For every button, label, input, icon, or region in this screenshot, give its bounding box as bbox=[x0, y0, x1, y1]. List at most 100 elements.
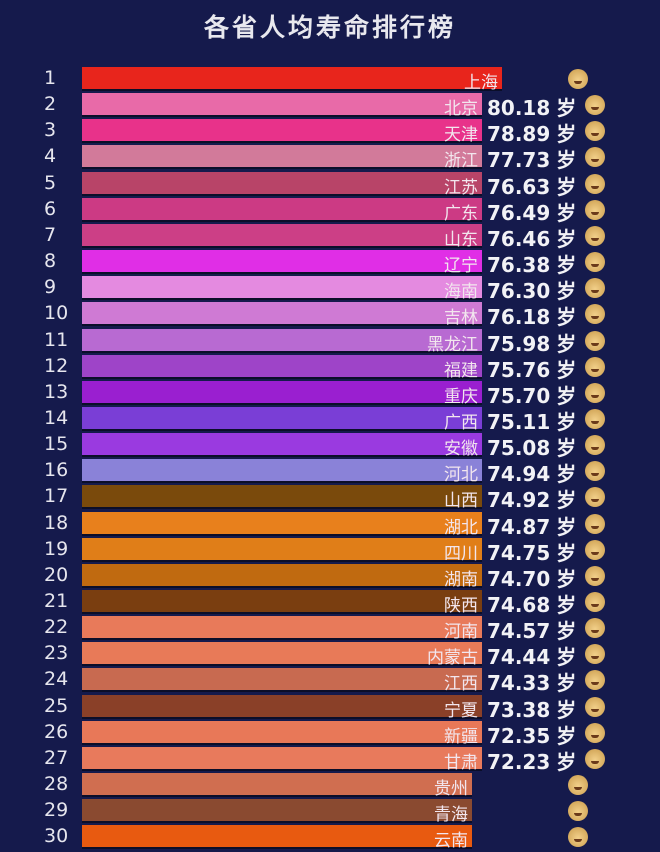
rank-label: 14 bbox=[44, 406, 69, 429]
value-number: 76.49 bbox=[487, 200, 551, 225]
bar: 四川 bbox=[82, 537, 482, 564]
province-label: 上海 bbox=[464, 73, 498, 93]
rank-label: 16 bbox=[44, 459, 69, 482]
old-man-face-icon bbox=[585, 461, 605, 482]
bar-row: 10 吉林 76.18 岁 bbox=[0, 301, 660, 330]
rank-label: 2 bbox=[44, 93, 57, 116]
value-label: 73.38 岁 bbox=[487, 694, 576, 723]
old-man-face-icon bbox=[585, 147, 605, 168]
province-label: 陕西 bbox=[444, 596, 478, 616]
rank-label: 23 bbox=[44, 642, 69, 665]
bar: 广西 bbox=[82, 406, 482, 433]
bar: 黑龙江 bbox=[82, 328, 482, 355]
bar: 云南 bbox=[82, 825, 472, 851]
province-label: 江苏 bbox=[444, 177, 478, 198]
bar: 河南 bbox=[82, 616, 482, 642]
old-man-face-icon bbox=[568, 801, 588, 822]
old-man-face-icon bbox=[585, 565, 605, 586]
bar: 安徽 bbox=[82, 433, 482, 459]
bar-row: 15 安徽 75.08 岁 bbox=[0, 432, 660, 461]
province-label: 河北 bbox=[444, 465, 478, 486]
unit-label: 岁 bbox=[556, 566, 577, 591]
value-label: 76.63 岁 bbox=[487, 171, 576, 200]
unit-label: 岁 bbox=[556, 253, 577, 278]
value-number: 75.70 bbox=[487, 383, 551, 408]
bar: 山西 bbox=[82, 485, 482, 511]
province-label: 四川 bbox=[444, 543, 478, 564]
bar: 北京 bbox=[82, 93, 482, 119]
old-man-face-icon bbox=[568, 827, 588, 848]
bar-row: 16 河北 74.94 岁 bbox=[0, 458, 660, 487]
value-label: 76.46 岁 bbox=[487, 223, 576, 252]
rank-label: 8 bbox=[44, 250, 57, 273]
value-label: 74.68 岁 bbox=[487, 589, 576, 618]
unit-label: 岁 bbox=[556, 645, 577, 670]
bar: 陕西 bbox=[82, 590, 482, 616]
bar: 新疆 bbox=[82, 720, 482, 747]
province-label: 新疆 bbox=[444, 726, 478, 747]
bar: 湖南 bbox=[82, 563, 482, 590]
rank-label: 21 bbox=[44, 590, 69, 612]
old-man-face-icon bbox=[585, 408, 605, 429]
rank-label: 15 bbox=[44, 433, 69, 456]
bar: 广东 bbox=[82, 197, 482, 224]
bar: 江苏 bbox=[82, 171, 482, 198]
old-man-face-icon bbox=[585, 618, 605, 639]
bar: 青海 bbox=[82, 799, 472, 825]
bar-row: 7 山东 76.46 岁 bbox=[0, 223, 660, 252]
unit-label: 岁 bbox=[556, 305, 577, 330]
bar-row: 22 河南 74.57 岁 bbox=[0, 615, 660, 644]
province-label: 福建 bbox=[444, 360, 478, 381]
value-number: 74.92 bbox=[487, 488, 551, 513]
value-label: 74.94 岁 bbox=[487, 458, 576, 487]
unit-label: 岁 bbox=[556, 226, 577, 251]
unit-label: 岁 bbox=[556, 462, 577, 487]
rank-label: 25 bbox=[44, 694, 69, 717]
value-number: 74.94 bbox=[487, 462, 551, 487]
rank-label: 26 bbox=[44, 720, 69, 743]
old-man-face-icon bbox=[585, 330, 605, 351]
unit-label: 岁 bbox=[556, 697, 577, 722]
value-label: 75.08 岁 bbox=[487, 432, 576, 461]
value-label: 76.30 岁 bbox=[487, 275, 576, 304]
value-label: 75.76 岁 bbox=[487, 354, 576, 383]
old-man-face-icon bbox=[585, 722, 605, 743]
value-label: 77.73 岁 bbox=[487, 144, 576, 173]
rank-label: 30 bbox=[44, 825, 69, 848]
value-number: 74.70 bbox=[487, 566, 551, 591]
province-label: 北京 bbox=[444, 99, 478, 120]
bar-row: 27 甘肃 72.23 岁 bbox=[0, 746, 660, 775]
old-man-face-icon bbox=[585, 539, 605, 560]
rank-label: 29 bbox=[44, 799, 69, 822]
province-label: 宁夏 bbox=[444, 700, 478, 721]
bar-row: 8 辽宁 76.38 岁 bbox=[0, 249, 660, 278]
value-number: 74.87 bbox=[487, 514, 551, 539]
bar: 河北 bbox=[82, 459, 482, 485]
bar: 辽宁 bbox=[82, 250, 482, 276]
bar-row: 18 湖北 74.87 岁 bbox=[0, 511, 660, 539]
old-man-face-icon bbox=[585, 513, 605, 534]
province-label: 辽宁 bbox=[444, 256, 478, 277]
value-number: 74.33 bbox=[487, 671, 551, 696]
value-number: 75.11 bbox=[487, 409, 551, 434]
province-label: 湖北 bbox=[444, 517, 478, 538]
old-man-face-icon bbox=[568, 69, 588, 89]
chart-title: 各省人均寿命排行榜 bbox=[203, 13, 456, 42]
unit-label: 岁 bbox=[556, 148, 577, 173]
old-man-face-icon bbox=[585, 95, 605, 116]
old-man-face-icon bbox=[585, 356, 605, 377]
value-label: 75.11 岁 bbox=[487, 406, 576, 435]
unit-label: 岁 bbox=[556, 619, 577, 644]
bar: 贵州 bbox=[82, 773, 472, 799]
bar-row: 13 重庆 75.70 岁 bbox=[0, 380, 660, 408]
value-number: 74.57 bbox=[487, 619, 551, 644]
value-label: 74.33 岁 bbox=[487, 667, 576, 696]
rank-label: 10 bbox=[44, 302, 69, 325]
rank-label: 6 bbox=[44, 197, 57, 220]
value-label: 72.23 岁 bbox=[487, 746, 576, 775]
unit-label: 岁 bbox=[556, 593, 577, 617]
old-man-face-icon bbox=[585, 644, 605, 665]
old-man-face-icon bbox=[585, 121, 605, 142]
value-label: 76.18 岁 bbox=[487, 301, 576, 330]
unit-label: 岁 bbox=[556, 174, 577, 199]
